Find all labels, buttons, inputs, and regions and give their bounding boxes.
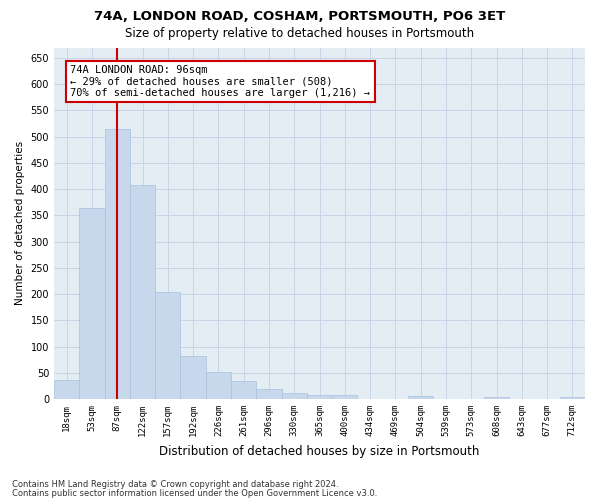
Text: Contains HM Land Registry data © Crown copyright and database right 2024.: Contains HM Land Registry data © Crown c… [12, 480, 338, 489]
Bar [332, 396, 358, 399]
Bar [104, 129, 130, 399]
Bar [206, 372, 231, 399]
Text: 74A LONDON ROAD: 96sqm
← 29% of detached houses are smaller (508)
70% of semi-de: 74A LONDON ROAD: 96sqm ← 29% of detached… [70, 65, 370, 98]
Bar [155, 292, 181, 399]
Bar [181, 356, 206, 399]
Y-axis label: Number of detached properties: Number of detached properties [15, 141, 25, 306]
Bar [307, 396, 332, 399]
Bar [130, 185, 155, 399]
Bar [79, 208, 104, 399]
Bar [484, 397, 509, 399]
Bar [560, 397, 585, 399]
X-axis label: Distribution of detached houses by size in Portsmouth: Distribution of detached houses by size … [160, 444, 480, 458]
Text: 74A, LONDON ROAD, COSHAM, PORTSMOUTH, PO6 3ET: 74A, LONDON ROAD, COSHAM, PORTSMOUTH, PO… [94, 10, 506, 23]
Bar [231, 381, 256, 399]
Text: Contains public sector information licensed under the Open Government Licence v3: Contains public sector information licen… [12, 489, 377, 498]
Text: Size of property relative to detached houses in Portsmouth: Size of property relative to detached ho… [125, 28, 475, 40]
Bar [256, 388, 281, 399]
Bar [281, 394, 307, 399]
Bar [54, 380, 79, 399]
Bar [408, 396, 433, 399]
